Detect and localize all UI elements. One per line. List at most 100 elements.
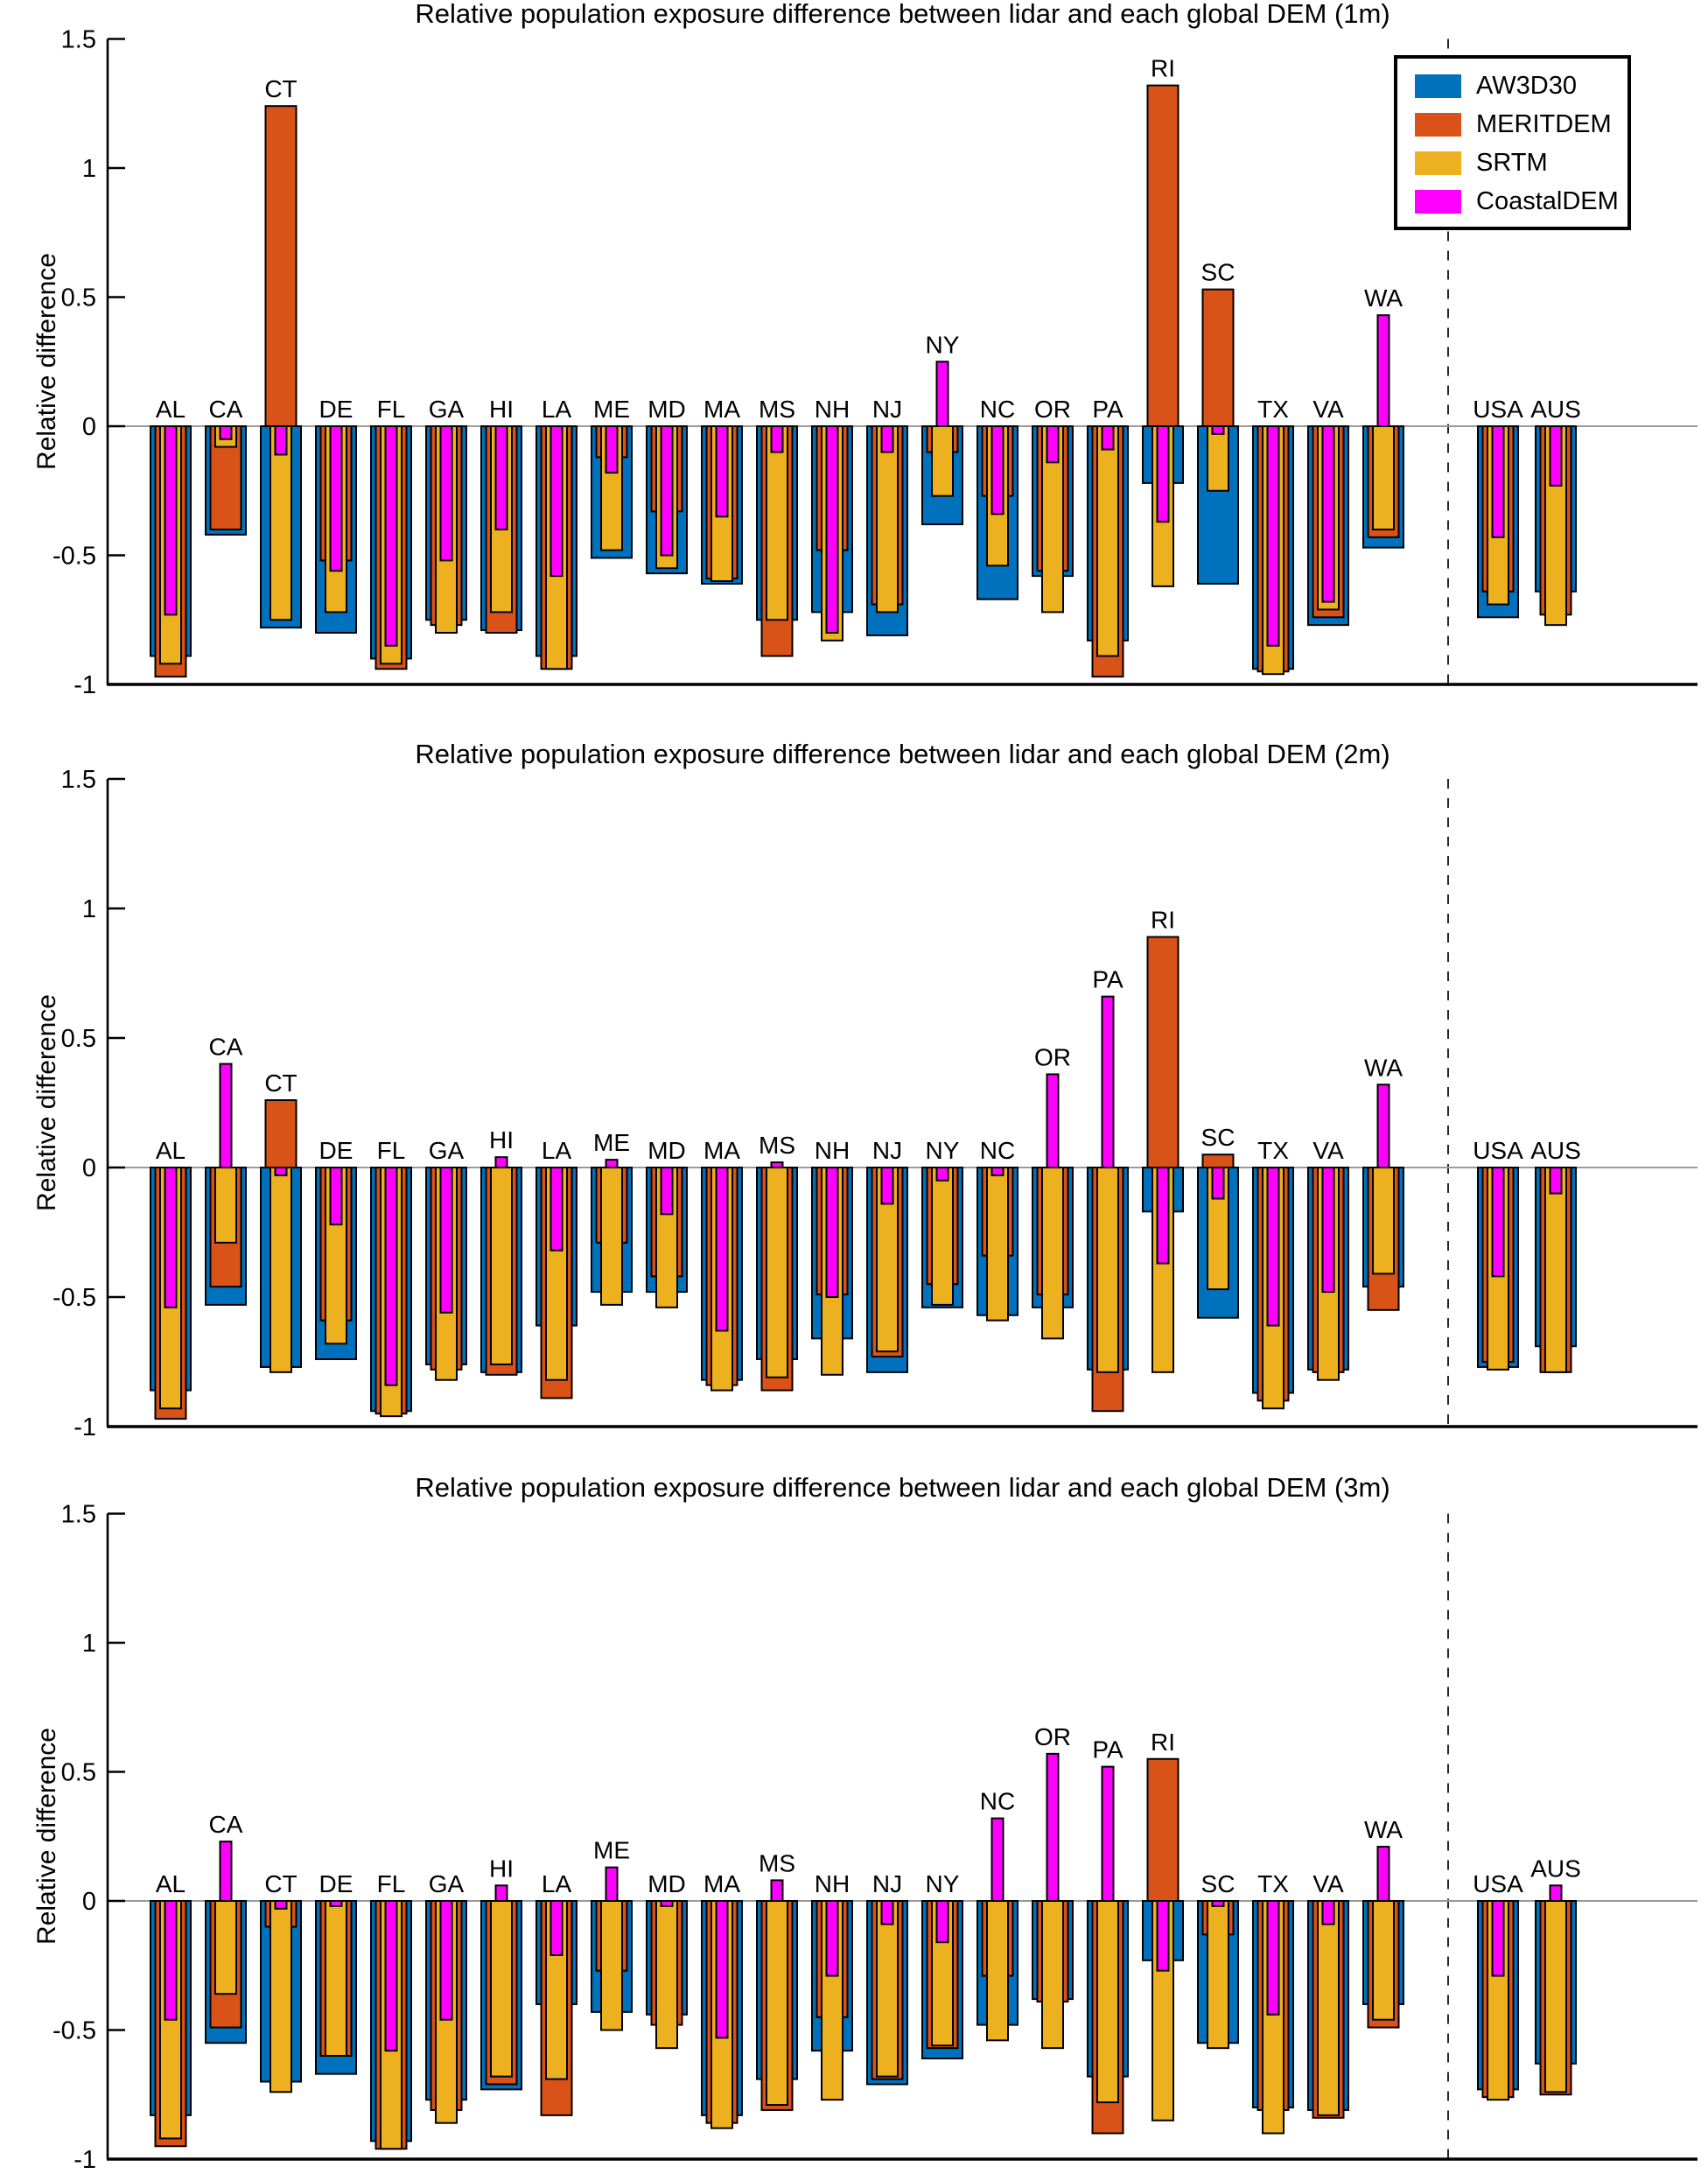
svg-text:MA: MA [704,1137,740,1164]
svg-text:GA: GA [429,1870,465,1897]
svg-text:CT: CT [264,1870,297,1897]
svg-text:1.5: 1.5 [61,26,96,54]
svg-text:-0.5: -0.5 [52,1284,96,1312]
panel-title-2m: Relative population exposure difference … [415,739,1390,769]
svg-text:HI: HI [489,1126,514,1154]
svg-text:1: 1 [82,155,96,183]
svg-text:-1: -1 [74,671,96,699]
svg-text:AL: AL [156,1137,186,1164]
svg-text:VA: VA [1312,1870,1344,1897]
svg-text:MD: MD [648,1137,686,1164]
svg-text:NC: NC [980,1137,1015,1164]
svg-text:USA: USA [1473,1137,1523,1164]
svg-text:NY: NY [926,1870,960,1897]
svg-text:ME: ME [593,396,630,423]
svg-text:WA: WA [1364,1054,1403,1081]
svg-text:-1: -1 [74,2146,96,2174]
legend-label-srtm: SRTM [1476,148,1548,177]
svg-text:LA: LA [542,1870,572,1897]
svg-text:GA: GA [429,396,465,423]
svg-text:MD: MD [648,396,686,423]
svg-text:CA: CA [209,1034,243,1061]
svg-text:AUS: AUS [1530,1855,1581,1882]
panel-title-3m: Relative population exposure difference … [415,1472,1390,1503]
svg-text:CA: CA [209,396,243,423]
svg-text:0.5: 0.5 [61,1025,96,1053]
svg-text:RI: RI [1151,907,1175,934]
svg-text:0.5: 0.5 [61,1759,96,1787]
svg-text:DE: DE [319,396,354,423]
svg-text:VA: VA [1312,396,1344,423]
svg-text:FL: FL [377,396,406,423]
svg-text:NY: NY [926,331,960,358]
legend-item-aw3d30: AW3D30 [1397,67,1628,105]
svg-text:RI: RI [1151,55,1175,82]
legend-item-coastaldem: CoastalDEM [1397,182,1628,221]
svg-text:SC: SC [1201,1124,1236,1151]
svg-text:AUS: AUS [1530,396,1581,423]
svg-text:0.5: 0.5 [61,284,96,312]
svg-text:OR: OR [1034,396,1071,423]
svg-text:FL: FL [377,1870,406,1897]
svg-text:1: 1 [82,895,96,923]
svg-text:USA: USA [1473,396,1523,423]
svg-text:LA: LA [542,1137,572,1164]
svg-text:MA: MA [704,1870,740,1897]
svg-text:1: 1 [82,1630,96,1658]
legend: AW3D30 MERITDEM SRTM CoastalDEM [1394,55,1631,230]
svg-text:RI: RI [1151,1729,1175,1756]
svg-text:PA: PA [1092,1736,1124,1764]
svg-text:DE: DE [319,1870,354,1897]
svg-text:CA: CA [209,1811,243,1838]
svg-text:OR: OR [1034,1043,1071,1070]
svg-text:DE: DE [319,1137,354,1164]
svg-text:SC: SC [1201,259,1236,286]
svg-text:CT: CT [264,75,297,102]
svg-text:PA: PA [1092,966,1124,993]
legend-swatch-meritdem [1415,112,1461,137]
svg-text:MA: MA [704,396,740,423]
svg-text:NC: NC [980,1788,1015,1815]
svg-text:NH: NH [815,1870,850,1897]
y-axis-label-1m: Relative difference [32,253,61,470]
svg-text:WA: WA [1364,284,1403,312]
svg-text:LA: LA [542,396,572,423]
svg-text:HI: HI [489,396,514,423]
svg-text:0: 0 [82,1888,96,1916]
legend-label-aw3d30: AW3D30 [1476,71,1577,100]
panel-title-1m: Relative population exposure difference … [415,0,1390,29]
svg-text:NC: NC [980,396,1015,423]
svg-text:ME: ME [593,1837,630,1864]
legend-item-meritdem: MERITDEM [1397,105,1628,144]
svg-text:NJ: NJ [872,396,902,423]
svg-text:USA: USA [1473,1870,1523,1897]
svg-text:MS: MS [759,1849,795,1876]
svg-text:MS: MS [759,1132,795,1159]
svg-text:SC: SC [1201,1870,1236,1897]
legend-item-srtm: SRTM [1397,144,1628,182]
svg-text:NH: NH [815,396,850,423]
svg-text:ME: ME [593,1129,630,1156]
svg-text:MD: MD [648,1870,686,1897]
svg-text:1.5: 1.5 [61,766,96,794]
legend-swatch-aw3d30 [1415,74,1461,98]
legend-label-meritdem: MERITDEM [1476,109,1612,138]
y-axis-label-3m: Relative difference [32,1728,61,1945]
svg-text:TX: TX [1257,1870,1289,1897]
svg-text:GA: GA [429,1137,465,1164]
svg-text:AL: AL [156,396,186,423]
svg-text:NJ: NJ [872,1137,902,1164]
svg-text:0: 0 [82,413,96,441]
svg-text:WA: WA [1364,1816,1403,1843]
svg-text:NJ: NJ [872,1870,902,1897]
svg-text:0: 0 [82,1154,96,1182]
svg-text:HI: HI [489,1855,514,1882]
svg-text:MS: MS [759,396,795,423]
svg-text:AUS: AUS [1530,1137,1581,1164]
svg-text:VA: VA [1312,1137,1344,1164]
svg-text:CT: CT [264,1069,297,1097]
svg-text:FL: FL [377,1137,406,1164]
svg-text:TX: TX [1257,1137,1289,1164]
